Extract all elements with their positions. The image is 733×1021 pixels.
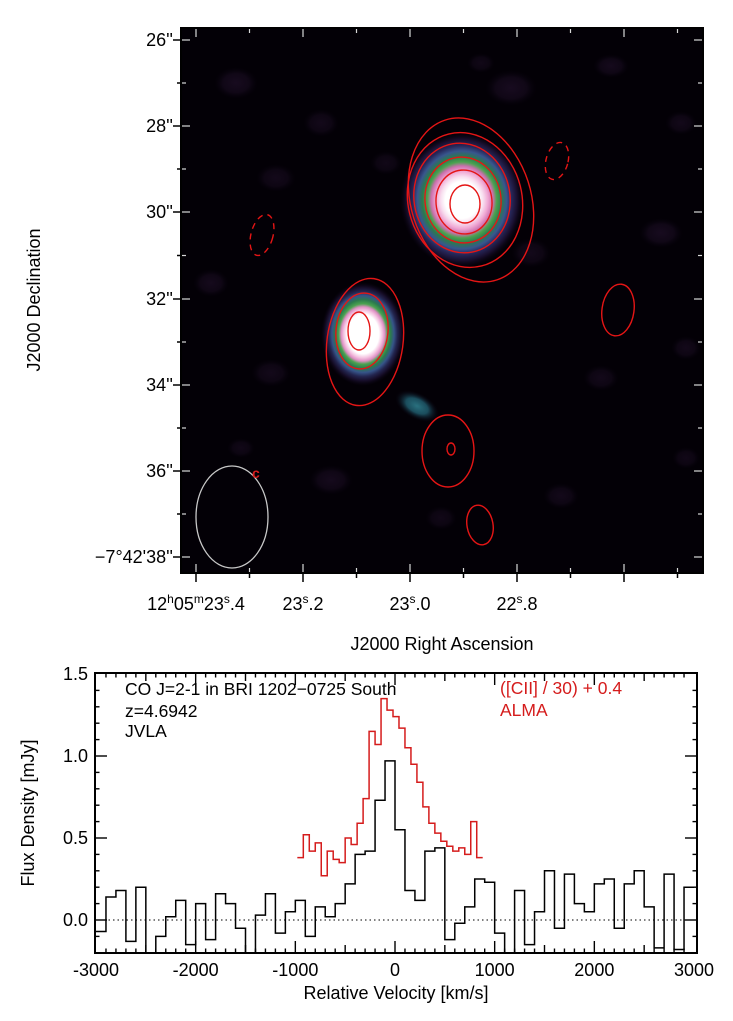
co-spectrum-line — [96, 760, 694, 952]
noise-blob — [425, 506, 457, 530]
noise-blob — [214, 67, 258, 99]
noise-blob — [639, 218, 683, 248]
flux-tick-label: 0.0 — [63, 910, 88, 930]
flux-tick-label: 1.0 — [63, 746, 88, 766]
noise-blob — [671, 336, 701, 360]
noise-blob — [309, 465, 353, 495]
contour — [466, 504, 494, 546]
ra-tick-label: 12h05m23s.4 — [147, 592, 245, 614]
contour — [413, 142, 511, 254]
negative-contour — [249, 213, 275, 257]
noise-blob — [193, 269, 229, 297]
noise-blob — [543, 483, 579, 509]
spectrum-annotation-instrument: JVLA — [125, 721, 167, 741]
noise-blob — [593, 54, 629, 78]
contour — [347, 311, 371, 351]
noise-blob — [485, 70, 537, 106]
south-source — [321, 282, 405, 386]
velocity-tick-label: -3000 — [73, 960, 119, 980]
map-bg — [181, 28, 703, 573]
contour — [449, 184, 481, 224]
contour — [406, 131, 524, 269]
noise-blob — [467, 53, 495, 73]
spectrum-plot — [95, 697, 697, 952]
velocity-tick-label: -2000 — [173, 960, 219, 980]
contour — [446, 442, 456, 456]
noise-blob — [665, 111, 697, 135]
noise-blob — [251, 359, 291, 387]
spectrum-axes: -3000 -2000 -1000 0 1000 2000 3000 0.0 0.5 1.0 1.5 — [63, 664, 714, 980]
dec-tick-label: 26'' — [146, 30, 173, 50]
spectra — [96, 697, 694, 952]
negative-contour — [544, 141, 570, 181]
dec-tick-label: 32'' — [146, 289, 173, 309]
spectrum-frame — [94, 672, 698, 954]
dec-tick-label: 34'' — [146, 375, 173, 395]
velocity-tick-label: 0 — [390, 960, 400, 980]
noise-blob — [303, 109, 339, 137]
flux-tick-label: 0.5 — [63, 828, 88, 848]
flux-tick-label: 1.5 — [63, 664, 88, 684]
map-image: c — [181, 28, 703, 573]
contour — [601, 283, 635, 337]
south-tail-blob — [394, 389, 440, 423]
ra-tick-label: 22s.8 — [496, 592, 537, 614]
dec-tick-label: −7°42'38'' — [95, 547, 173, 567]
spectrum-annotation-line1: CO J=2-1 in BRI 1202−0725 South — [125, 679, 396, 699]
contour — [424, 156, 502, 244]
contour — [407, 117, 535, 283]
contour — [435, 169, 493, 235]
spectrum-annotation-cii-scale: ([CII] / 30) + 0.4 — [500, 678, 622, 698]
spectrum-x-title: Relative Velocity [km/s] — [303, 983, 488, 1003]
noise-blob — [227, 438, 255, 458]
north-source — [400, 132, 524, 268]
noise-blob — [583, 365, 619, 391]
noise-blob — [511, 238, 551, 268]
spectrum-ticks — [95, 673, 697, 953]
beam-ellipse — [195, 465, 269, 569]
contour — [325, 277, 405, 407]
dec-tick-label: 30'' — [146, 202, 173, 222]
noise-blob — [256, 164, 296, 192]
dec-tick-label: 28'' — [146, 116, 173, 136]
noise-blob — [672, 447, 700, 469]
spectrum-annotation-redshift: z=4.6942 — [125, 701, 198, 721]
velocity-tick-label: 1000 — [475, 960, 515, 980]
contour — [421, 414, 475, 488]
map-frame — [180, 27, 704, 574]
map-y-title: J2000 Declination — [24, 228, 44, 371]
spectrum-y-title: Flux Density [mJy] — [18, 739, 38, 886]
map-outer-ticks — [173, 39, 679, 582]
beam-label: c — [252, 465, 260, 481]
cii-spectrum-line — [297, 697, 483, 877]
ra-tick-label: 23s.0 — [389, 592, 430, 614]
map-axes: 26'' 28'' 30'' 32'' 34'' 36'' −7°42'38'' 12h05m… — [95, 30, 679, 614]
noise-blob — [370, 151, 402, 175]
velocity-tick-label: -1000 — [272, 960, 318, 980]
map-x-title: J2000 Right Ascension — [350, 634, 533, 654]
dec-tick-label: 36'' — [146, 461, 173, 481]
contour — [335, 292, 389, 370]
velocity-tick-label: 3000 — [674, 960, 714, 980]
ra-tick-label: 23s.2 — [282, 592, 323, 614]
velocity-tick-label: 2000 — [574, 960, 614, 980]
spectrum-annotation-alma: ALMA — [500, 700, 548, 720]
